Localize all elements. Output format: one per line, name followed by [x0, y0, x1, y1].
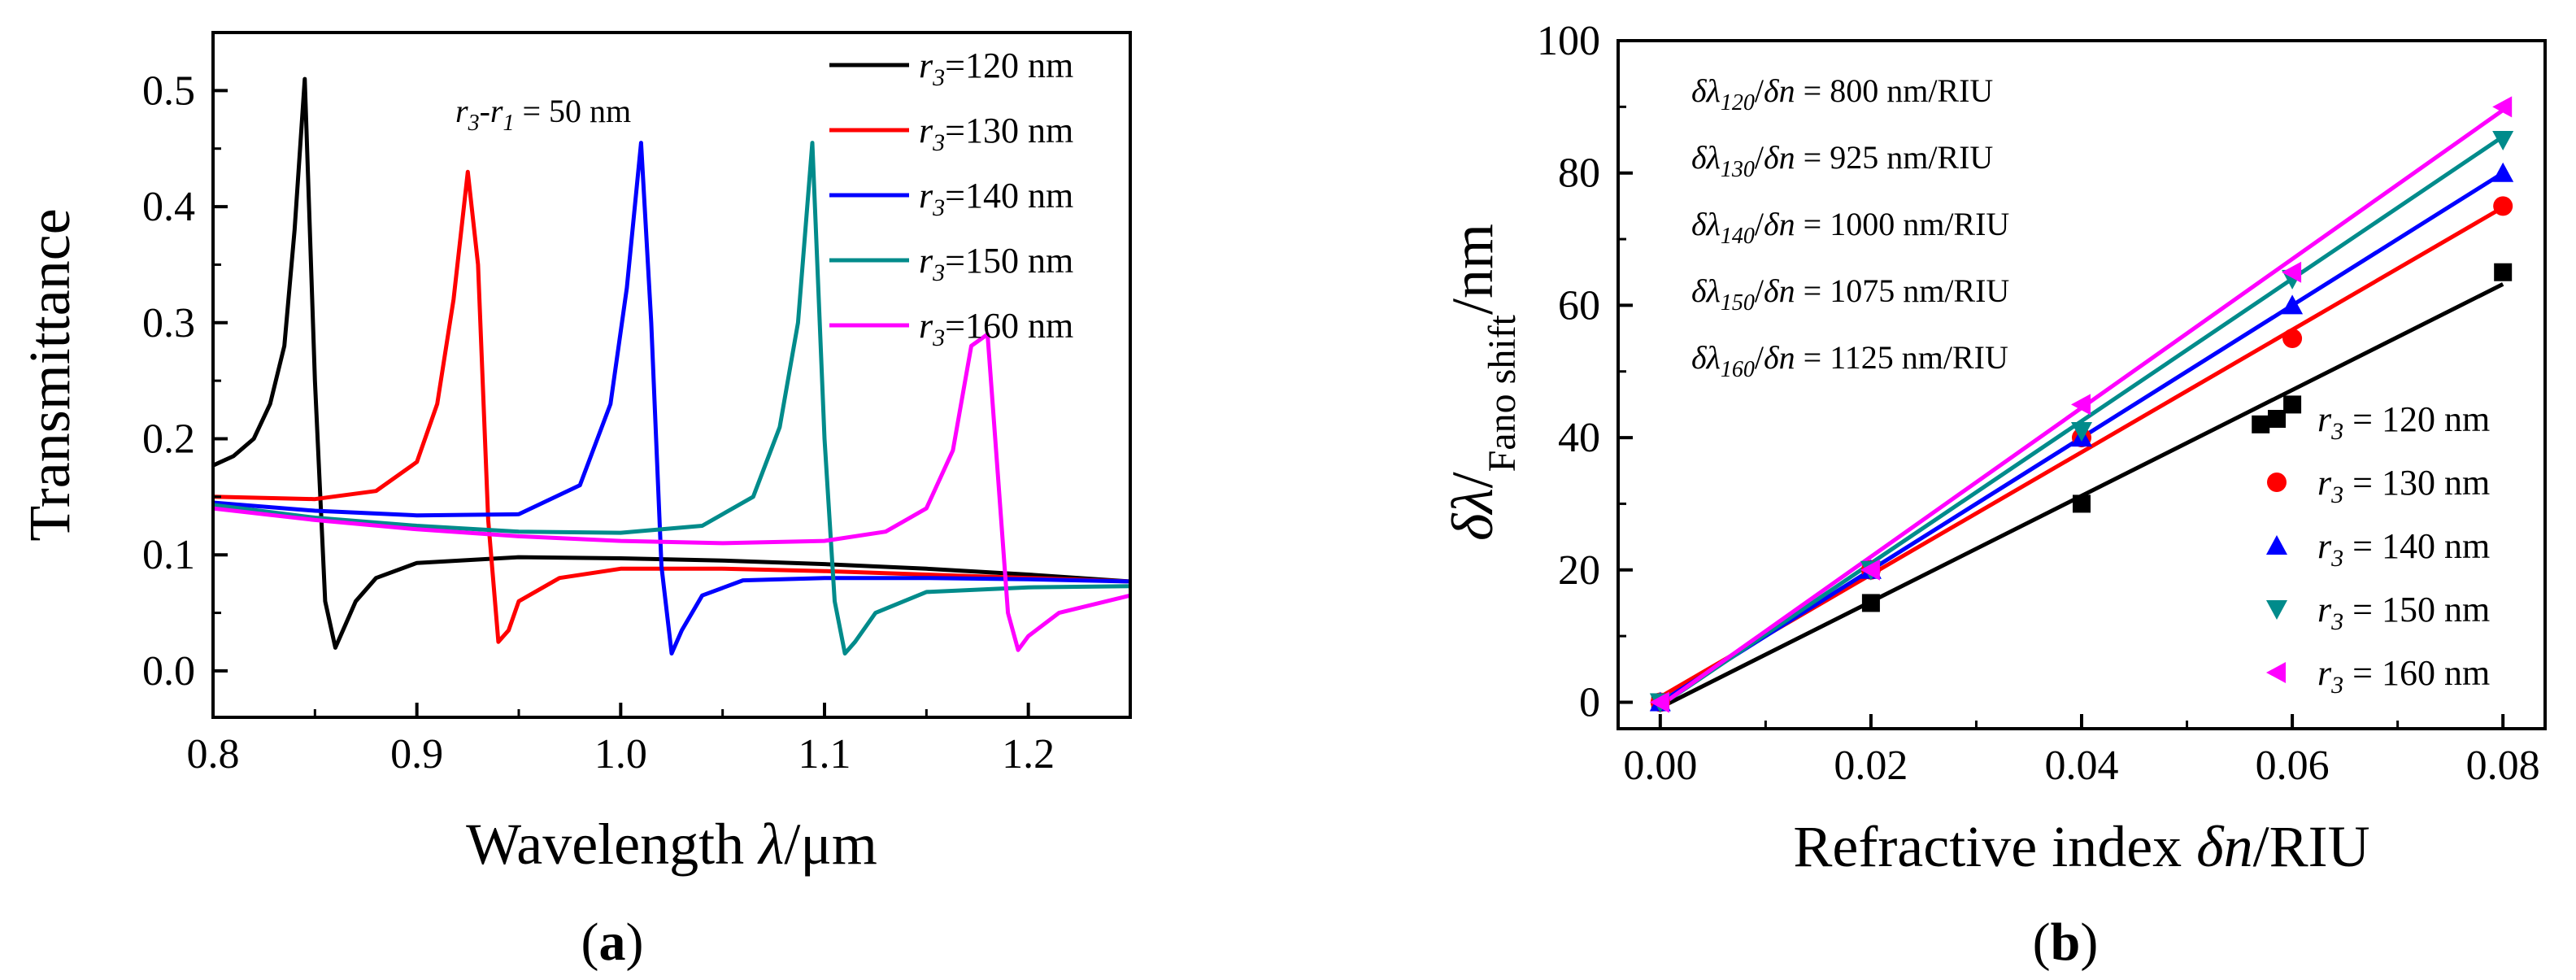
panel-b-point-0: [1861, 594, 1880, 612]
panel-a: 0.8 0.9 1.0 1.1 1.2 0.0 0.1 0.2 0.3 0.4 0.5 Wavele…: [17, 31, 1132, 972]
panel-a-legend-label: r3=150 nm: [919, 241, 1073, 286]
panel-a-plot-area: [211, 76, 1131, 656]
panel-b-point-0: [2283, 395, 2302, 414]
panel-a-series-line-2: [212, 141, 1131, 656]
panel-a-frame: [211, 31, 1132, 719]
panel-a-xtick-label: 1.2: [1002, 731, 1055, 777]
panel-b-plot-area: [1649, 96, 2514, 713]
panel-a-legend: r3=120 nm r3=130 nm r3=140 nm r3=150 nm r3=1…: [829, 46, 1073, 351]
panel-a-ytick-label: 0.4: [142, 184, 195, 230]
panel-b-xtick-label: 0.02: [1834, 743, 1908, 789]
panel-b-point-4: [2282, 261, 2302, 283]
panel-b-sensitivity-annotation: δλ130/δn = 925 nm/RIU: [1691, 139, 1993, 182]
panel-b-legend-label: r3 = 140 nm: [2317, 526, 2490, 572]
panel-b-sensitivity-annotation: δλ150/δn = 1075 nm/RIU: [1691, 272, 2009, 316]
panel-b-label: (b): [2033, 912, 2099, 972]
panel-b-legend-label: r3 = 160 nm: [2317, 653, 2490, 699]
panel-b-point-2: [2492, 162, 2514, 182]
panel-b-ytick-label: 0: [1579, 679, 1600, 725]
panel-b-point-0: [2073, 494, 2091, 513]
panel-b-point-2: [2282, 294, 2304, 315]
panel-a-xtick-label: 0.8: [187, 731, 240, 777]
panel-a-series-line-3: [212, 141, 1131, 656]
panel-b-xtick-label: 0.06: [2256, 743, 2330, 789]
panel-b-sensitivity-annotation: δλ120/δn = 800 nm/RIU: [1691, 72, 1993, 115]
panel-a-legend-label: r3=160 nm: [919, 306, 1073, 351]
panel-b-legend: r3 = 120 nm r3 = 130 nm r3 = 140 nm r3 = 15…: [2266, 399, 2490, 699]
panel-b-legend-label: r3 = 130 nm: [2317, 463, 2490, 508]
panel-b-point-0: [2252, 415, 2270, 433]
panel-b-point-1: [2493, 196, 2513, 216]
panel-a-series-line-0: [211, 76, 1131, 650]
panel-b-legend-marker: [2266, 662, 2286, 683]
panel-b-fit-line-3: [1659, 134, 2504, 708]
panel-b-xtick-label: 0.00: [1623, 743, 1697, 789]
panel-b-xtick-label: 0.08: [2466, 743, 2540, 789]
panel-b-ytick-label: 20: [1558, 547, 1600, 594]
panel-b-legend-label: r3 = 150 nm: [2317, 590, 2490, 635]
panel-a-series-line-4: [212, 332, 1131, 652]
panel-b-legend-marker: [2266, 535, 2287, 555]
panel-b-xtick-label: 0.04: [2045, 743, 2119, 789]
panel-a-ylabel: Transmittance: [17, 208, 82, 541]
panel-b-ticks: 0.00 0.02 0.04 0.06 0.08 0 20 40 60 80 100: [1537, 18, 2540, 789]
panel-b-sensitivity-annotation: δλ160/δn = 1125 nm/RIU: [1691, 339, 2008, 382]
panel-b: 0.00 0.02 0.04 0.06 0.08 0 20 40 60 80 100 Refract…: [1440, 18, 2547, 972]
panel-a-xtick-label: 0.9: [390, 731, 443, 777]
panel-b-legend-marker: [2267, 473, 2287, 492]
panel-a-ytick-label: 0.5: [142, 68, 195, 114]
panel-b-point-3: [2071, 421, 2092, 442]
panel-b-ytick-label: 60: [1558, 282, 1600, 329]
panel-b-ytick-label: 80: [1558, 150, 1600, 197]
panel-b-legend-marker: [2266, 600, 2287, 620]
panel-b-legend-marker: [2268, 410, 2286, 428]
panel-a-legend-label: r3=140 nm: [919, 176, 1073, 221]
panel-b-point-4: [1649, 691, 1669, 713]
panel-b-point-4: [2492, 96, 2513, 118]
panel-a-ytick-label: 0.1: [142, 532, 195, 578]
panel-a-xtick-label: 1.1: [798, 731, 851, 777]
panel-b-xlabel: Refractive index δn/RIU: [1793, 814, 2369, 879]
panel-a-xtick-label: 1.0: [594, 731, 647, 777]
panel-a-xlabel: Wavelength λ/μm: [466, 812, 877, 877]
panel-b-annotations: δλ120/δn = 800 nm/RIU δλ130/δn = 925 nm/R…: [1691, 72, 2009, 382]
panel-a-legend-label: r3=130 nm: [919, 111, 1073, 156]
panel-b-point-4: [1860, 559, 1880, 581]
panel-b-point-1: [2282, 329, 2303, 349]
panel-a-ticks: 0.8 0.9 1.0 1.1 1.2 0.0 0.1 0.2 0.3 0.4 0.5: [142, 31, 1055, 777]
panel-a-ytick-label: 0.2: [142, 416, 195, 462]
panel-b-point-0: [2494, 263, 2513, 281]
panel-b-ytick-label: 40: [1558, 415, 1600, 461]
panel-a-ytick-label: 0.0: [142, 648, 195, 695]
panel-a-series-line-1: [212, 169, 1131, 644]
panel-b-sensitivity-annotation: δλ140/δn = 1000 nm/RIU: [1691, 206, 2009, 249]
panel-b-ylabel: δλ/Fano shift/nm: [1440, 224, 1524, 541]
panel-b-point-3: [2492, 131, 2514, 151]
panel-b-legend-label: r3 = 120 nm: [2317, 399, 2490, 445]
panel-a-annotation: r3-r1 = 50 nm: [455, 93, 631, 136]
panel-a-ytick-label: 0.3: [142, 300, 195, 346]
panel-a-legend-label: r3=120 nm: [919, 46, 1073, 91]
panel-a-label: (a): [581, 912, 644, 972]
panel-b-point-4: [2071, 394, 2091, 416]
panel-b-ytick-label: 100: [1537, 18, 1600, 64]
